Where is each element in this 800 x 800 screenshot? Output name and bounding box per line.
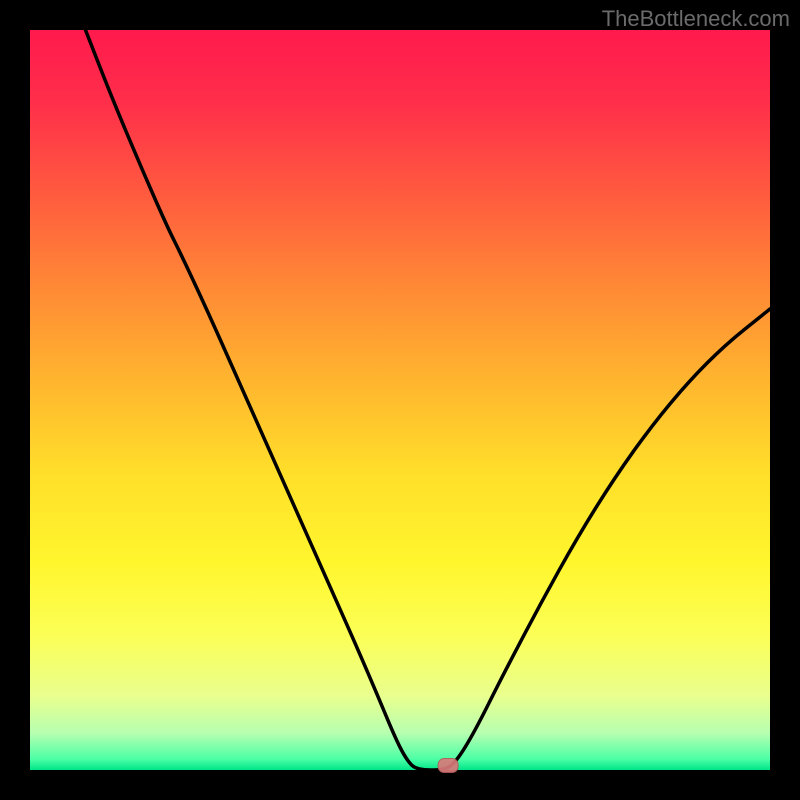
chart-stage: TheBottleneck.com: [0, 0, 800, 800]
bottleneck-chart: [0, 0, 800, 800]
watermark-text: TheBottleneck.com: [602, 6, 790, 32]
optimal-point-marker: [438, 759, 458, 773]
plot-background: [30, 30, 770, 770]
